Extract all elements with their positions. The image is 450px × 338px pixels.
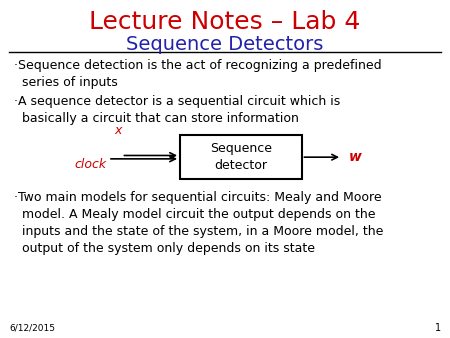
Bar bbox=[180, 135, 302, 179]
Text: Sequence
detector: Sequence detector bbox=[210, 142, 272, 172]
Text: 1: 1 bbox=[435, 323, 441, 333]
Text: Sequence Detectors: Sequence Detectors bbox=[126, 35, 324, 54]
Text: w: w bbox=[349, 150, 362, 164]
Text: x: x bbox=[115, 124, 122, 137]
Text: 6/12/2015: 6/12/2015 bbox=[9, 324, 55, 333]
Text: clock: clock bbox=[74, 158, 106, 171]
Text: ·A sequence detector is a sequential circuit which is
  basically a circuit that: ·A sequence detector is a sequential cir… bbox=[14, 95, 340, 125]
Text: ·Sequence detection is the act of recognizing a predefined
  series of inputs: ·Sequence detection is the act of recogn… bbox=[14, 59, 381, 89]
Text: Lecture Notes – Lab 4: Lecture Notes – Lab 4 bbox=[89, 10, 361, 34]
Text: ·Two main models for sequential circuits: Mealy and Moore
  model. A Mealy model: ·Two main models for sequential circuits… bbox=[14, 191, 383, 255]
